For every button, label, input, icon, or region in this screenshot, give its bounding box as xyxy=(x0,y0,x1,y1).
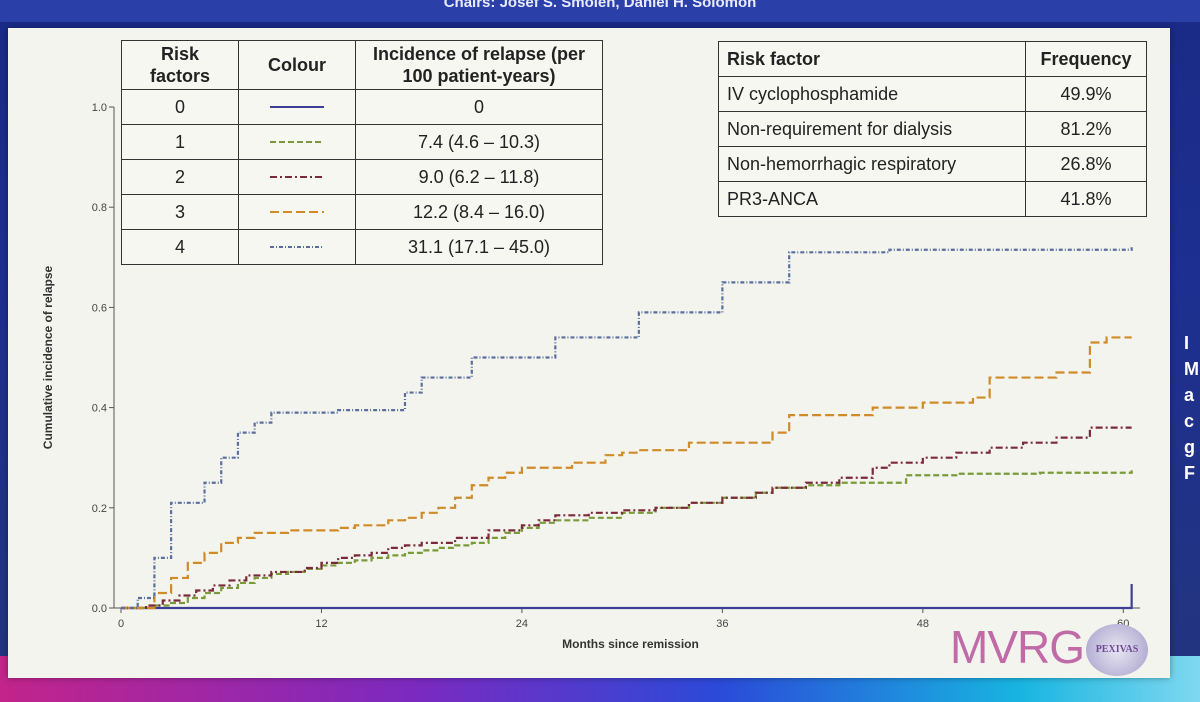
legend-header-colour: Colour xyxy=(238,40,356,90)
legend-incidence: 0 xyxy=(355,89,603,125)
y-tick-label: 0.6 xyxy=(92,302,107,314)
freq-row: Non-hemorrhagic respiratory 26.8% xyxy=(718,146,1147,182)
legend-incidence: 31.1 (17.1 – 45.0) xyxy=(355,229,603,265)
legend-incidence: 7.4 (4.6 – 10.3) xyxy=(355,124,603,160)
legend-risk: 0 xyxy=(121,89,239,125)
risk-factor-legend-table: Risk factors Colour Incidence of relapse… xyxy=(121,40,603,265)
freq-value: 26.8% xyxy=(1025,146,1147,182)
legend-incidence: 9.0 (6.2 – 11.8) xyxy=(355,159,603,195)
legend-swatch-3 xyxy=(270,211,324,213)
y-tick-label: 0.4 xyxy=(92,403,107,415)
legend-colour-cell xyxy=(238,89,356,125)
x-tick-label: 48 xyxy=(917,618,929,630)
mvrg-logo: MVRG xyxy=(950,621,1085,673)
y-axis-label: Cumulative incidence of relapse xyxy=(41,265,55,449)
y-tick-label: 0.2 xyxy=(92,503,107,515)
x-tick-label: 36 xyxy=(716,618,728,630)
side-letter: M xyxy=(1184,359,1199,379)
series-line-0 xyxy=(121,583,1133,610)
legend-colour-cell xyxy=(238,194,356,230)
freq-value: 41.8% xyxy=(1025,181,1147,217)
freq-row: PR3-ANCA 41.8% xyxy=(718,181,1147,217)
freq-factor: PR3-ANCA xyxy=(718,181,1026,217)
side-letter: a xyxy=(1184,385,1195,405)
legend-row: 3 12.2 (8.4 – 16.0) xyxy=(121,194,603,230)
chart-series xyxy=(121,247,1133,610)
y-tick-label: 1.0 xyxy=(92,102,107,114)
legend-risk: 3 xyxy=(121,194,239,230)
legend-row: 2 9.0 (6.2 – 11.8) xyxy=(121,159,603,195)
x-axis-label: Months since remission xyxy=(562,637,699,651)
freq-factor: IV cyclophosphamide xyxy=(718,76,1026,112)
legend-row: 1 7.4 (4.6 – 10.3) xyxy=(121,124,603,160)
legend-header-risk: Risk factors xyxy=(121,40,239,90)
legend-header-row: Risk factors Colour Incidence of relapse… xyxy=(121,40,603,90)
freq-header-frequency: Frequency xyxy=(1025,41,1147,77)
legend-risk: 2 xyxy=(121,159,239,195)
x-tick-label: 12 xyxy=(315,618,327,630)
legend-risk: 4 xyxy=(121,229,239,265)
x-tick-label: 24 xyxy=(516,618,528,630)
freq-row: IV cyclophosphamide 49.9% xyxy=(718,76,1147,112)
slide-header-title: Chairs: Josef S. Smolen, Daniel H. Solom… xyxy=(0,0,1200,22)
freq-factor: Non-requirement for dialysis xyxy=(718,111,1026,147)
freq-value: 49.9% xyxy=(1025,76,1147,112)
side-letter: c xyxy=(1184,411,1195,431)
legend-colour-cell xyxy=(238,124,356,160)
legend-incidence: 12.2 (8.4 – 16.0) xyxy=(355,194,603,230)
legend-row: 4 31.1 (17.1 – 45.0) xyxy=(121,229,603,265)
series-line-1 xyxy=(121,470,1133,610)
side-slide-text: I M a c g F xyxy=(1184,330,1200,486)
y-tick-label: 0.0 xyxy=(92,603,107,615)
legend-header-incidence: Incidence of relapse (per 100 patient-ye… xyxy=(355,40,603,90)
legend-swatch-1 xyxy=(270,141,324,143)
legend-swatch-0 xyxy=(270,106,324,108)
freq-header-row: Risk factor Frequency xyxy=(718,41,1147,77)
legend-row: 0 0 xyxy=(121,89,603,125)
side-letter: g xyxy=(1184,437,1195,457)
side-letter: I xyxy=(1184,333,1190,353)
legend-colour-cell xyxy=(238,159,356,195)
freq-header-factor: Risk factor xyxy=(718,41,1026,77)
freq-row: Non-requirement for dialysis 81.2% xyxy=(718,111,1147,147)
series-line-2 xyxy=(121,426,1132,610)
x-tick-label: 0 xyxy=(118,618,124,630)
legend-risk: 1 xyxy=(121,124,239,160)
freq-factor: Non-hemorrhagic respiratory xyxy=(718,146,1026,182)
series-line-4 xyxy=(121,247,1133,610)
freq-value: 81.2% xyxy=(1025,111,1147,147)
side-letter: F xyxy=(1184,463,1195,483)
pexivas-logo: PEXIVAS xyxy=(1086,624,1148,676)
series-line-3 xyxy=(121,336,1132,610)
legend-swatch-4 xyxy=(270,246,324,248)
legend-colour-cell xyxy=(238,229,356,265)
legend-swatch-2 xyxy=(270,176,324,178)
risk-factor-frequency-table: Risk factor Frequency IV cyclophosphamid… xyxy=(718,41,1147,217)
y-tick-label: 0.8 xyxy=(92,202,107,214)
